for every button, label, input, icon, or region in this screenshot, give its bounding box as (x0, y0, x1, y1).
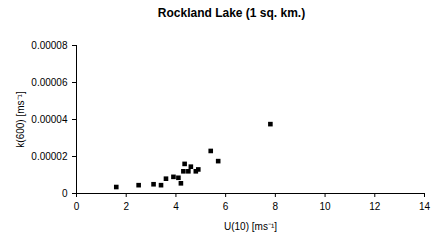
svg-text:14: 14 (419, 201, 431, 212)
svg-text:0.00004: 0.00004 (31, 114, 68, 125)
svg-text:0: 0 (74, 201, 80, 212)
svg-text:4: 4 (173, 201, 179, 212)
svg-text:0.00006: 0.00006 (31, 77, 68, 88)
svg-text:10: 10 (320, 201, 332, 212)
html-text:Rockland Lake (1 sq. km.): Rockland Lake (1 sq. km.) (157, 6, 306, 20)
svg-text:0.00008: 0.00008 (31, 40, 68, 51)
svg-text:0: 0 (62, 188, 68, 199)
svg-text:6: 6 (223, 201, 229, 212)
svg-text:8: 8 (273, 201, 279, 212)
svg-text:k(600) [ms⁻¹]: k(600) [ms⁻¹] (15, 91, 26, 148)
svg-text:U(10) [ms⁻¹]: U(10) [ms⁻¹] (224, 221, 277, 232)
svg-text:2: 2 (123, 201, 129, 212)
svg-text:12: 12 (369, 201, 381, 212)
svg-text:0.00002: 0.00002 (31, 151, 68, 162)
